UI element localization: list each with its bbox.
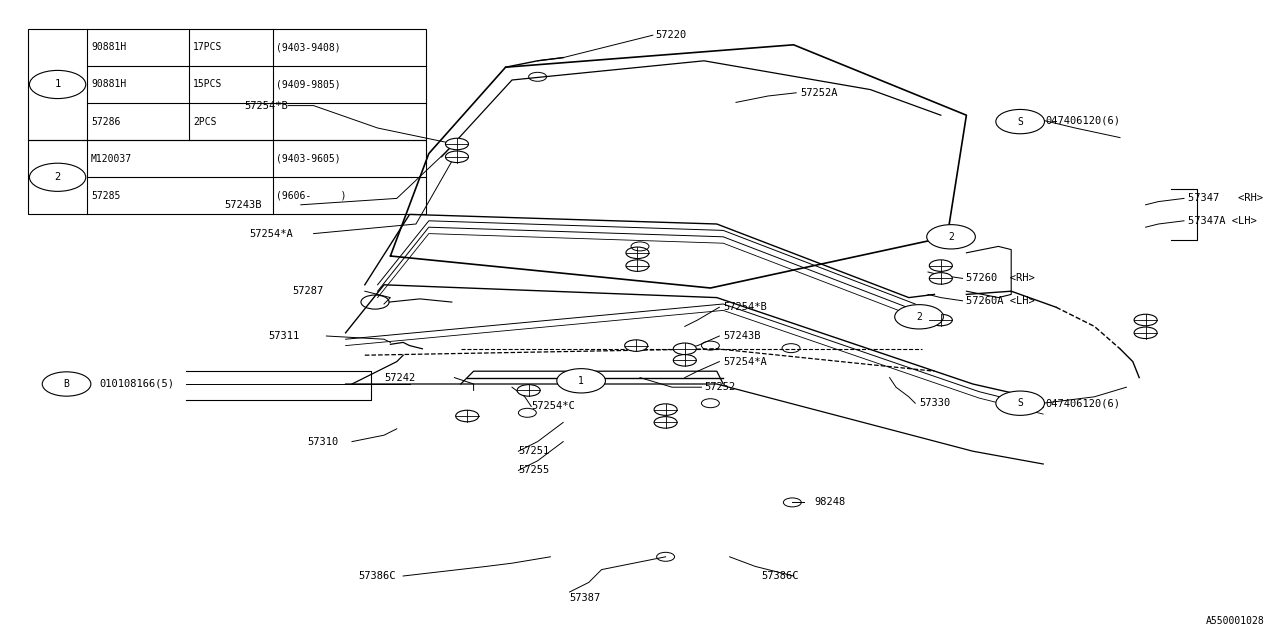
Text: S: S (1018, 398, 1023, 408)
Circle shape (445, 138, 468, 150)
Bar (28, 140, 426, 214)
Circle shape (29, 163, 86, 191)
Text: 57330: 57330 (919, 398, 950, 408)
Text: 15PCS: 15PCS (193, 79, 223, 90)
Text: 2: 2 (916, 312, 922, 322)
Text: (9403-9605): (9403-9605) (276, 154, 340, 164)
Circle shape (654, 404, 677, 415)
Circle shape (895, 305, 943, 329)
Circle shape (1134, 314, 1157, 326)
Text: 2: 2 (948, 232, 954, 242)
Text: 57252: 57252 (704, 382, 735, 392)
Text: 57286: 57286 (91, 116, 120, 127)
Circle shape (626, 260, 649, 271)
Circle shape (29, 70, 86, 99)
Text: 57260A <LH>: 57260A <LH> (966, 296, 1036, 306)
Text: 57255: 57255 (518, 465, 549, 476)
Circle shape (517, 385, 540, 396)
Circle shape (626, 247, 649, 259)
Text: M120037: M120037 (91, 154, 132, 164)
Circle shape (927, 225, 975, 249)
Circle shape (996, 109, 1044, 134)
Text: 57260  <RH>: 57260 <RH> (966, 273, 1036, 284)
Circle shape (456, 410, 479, 422)
Circle shape (929, 260, 952, 271)
Text: 57386C: 57386C (762, 571, 799, 581)
Text: 57254*B: 57254*B (244, 100, 288, 111)
Text: 047406120(6): 047406120(6) (1046, 398, 1121, 408)
Text: 010108166(5): 010108166(5) (100, 379, 175, 389)
Text: (9409-9805): (9409-9805) (276, 79, 340, 90)
Text: 1: 1 (55, 79, 60, 90)
Text: 57287: 57287 (292, 286, 323, 296)
Text: 57243B: 57243B (224, 200, 261, 210)
Text: (9606-     ): (9606- ) (276, 191, 347, 201)
Text: 57252A: 57252A (800, 88, 837, 98)
Text: 98248: 98248 (814, 497, 845, 508)
Text: 57251: 57251 (518, 446, 549, 456)
Text: (9403-9408): (9403-9408) (276, 42, 340, 52)
Text: 57311: 57311 (269, 331, 300, 341)
Text: 2PCS: 2PCS (193, 116, 216, 127)
Circle shape (654, 417, 677, 428)
Text: 57243B: 57243B (723, 331, 760, 341)
Text: 047406120(6): 047406120(6) (1046, 115, 1121, 125)
Text: A550001028: A550001028 (1206, 616, 1265, 626)
Text: 57254*C: 57254*C (531, 401, 575, 412)
Text: 57220: 57220 (655, 30, 686, 40)
Text: 57387: 57387 (570, 593, 600, 604)
Text: 57386C: 57386C (358, 571, 396, 581)
Circle shape (42, 372, 91, 396)
Text: 90881H: 90881H (91, 79, 127, 90)
Circle shape (673, 355, 696, 366)
Text: 57285: 57285 (91, 191, 120, 201)
Circle shape (929, 314, 952, 326)
Text: 57347A <LH>: 57347A <LH> (1188, 216, 1257, 226)
Text: 57254*A: 57254*A (723, 356, 767, 367)
Circle shape (625, 340, 648, 351)
Text: B: B (64, 379, 69, 389)
Text: 90881H: 90881H (91, 42, 127, 52)
Text: 57242: 57242 (384, 372, 415, 383)
Circle shape (929, 273, 952, 284)
Text: 1: 1 (579, 376, 584, 386)
Text: 57254*B: 57254*B (723, 302, 767, 312)
Bar (28, 29, 426, 140)
Text: 2: 2 (55, 172, 60, 182)
Circle shape (673, 343, 696, 355)
Circle shape (445, 151, 468, 163)
Text: 57254*A: 57254*A (250, 228, 293, 239)
Text: 57310: 57310 (307, 436, 338, 447)
Text: 17PCS: 17PCS (193, 42, 223, 52)
Circle shape (557, 369, 605, 393)
Text: 57347   <RH>: 57347 <RH> (1188, 193, 1263, 204)
Circle shape (1134, 327, 1157, 339)
Text: S: S (1018, 116, 1023, 127)
Circle shape (996, 391, 1044, 415)
